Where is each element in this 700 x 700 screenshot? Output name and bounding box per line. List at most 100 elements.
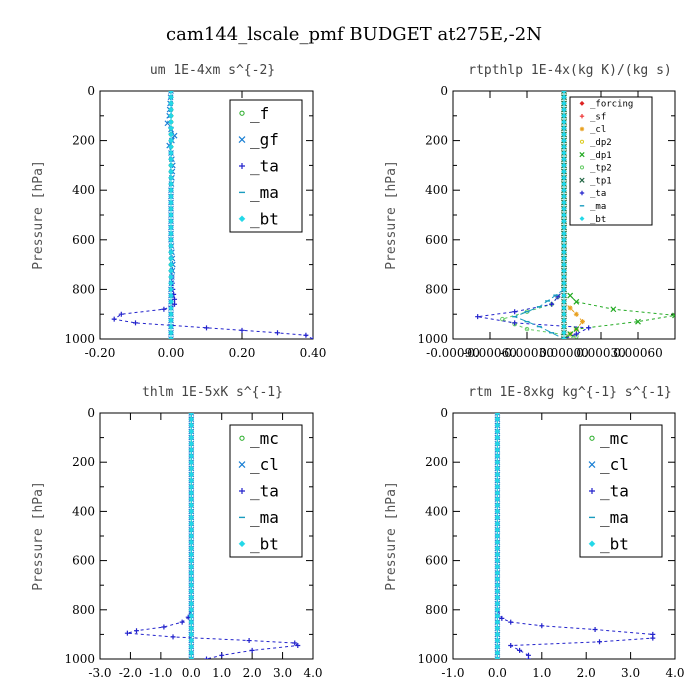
data-point xyxy=(494,508,501,515)
data-point xyxy=(494,447,501,453)
data-point xyxy=(168,119,174,125)
data-point xyxy=(292,640,298,646)
legend-label: _bt xyxy=(250,534,279,553)
data-point xyxy=(188,422,195,429)
legend-marker xyxy=(239,435,245,441)
data-point xyxy=(188,582,195,589)
data-point xyxy=(508,642,514,648)
data-point xyxy=(188,413,195,416)
y-tick-label: 800 xyxy=(72,603,95,617)
data-point xyxy=(168,162,174,169)
data-point xyxy=(549,301,555,307)
data-point xyxy=(188,557,195,564)
data-point xyxy=(168,292,174,299)
data-point xyxy=(494,514,501,521)
data-point xyxy=(188,576,195,582)
data-point xyxy=(246,638,252,644)
data-point xyxy=(168,174,174,181)
data-point xyxy=(573,326,580,333)
legend-marker xyxy=(579,216,585,222)
data-point xyxy=(188,465,195,472)
legend-label: _bt xyxy=(590,215,606,225)
data-point xyxy=(168,168,174,175)
data-point xyxy=(561,100,567,107)
data-point xyxy=(275,330,280,336)
data-point xyxy=(168,274,174,280)
data-point xyxy=(204,656,209,659)
panel-title: rtpthlp 1E-4x(kg K)/(kg s) xyxy=(468,63,672,78)
data-point xyxy=(494,539,501,546)
x-tick-label: 0.0 xyxy=(182,666,201,680)
data-point xyxy=(561,336,567,339)
data-point xyxy=(188,514,195,521)
x-tick-label: -0.00090 xyxy=(426,346,480,360)
legend-marker xyxy=(239,110,245,116)
data-point xyxy=(188,637,195,644)
data-point xyxy=(168,94,174,101)
panel-4: rtm 1E-8xkg kg^{-1} s^{-1} Pressure [hPa]… xyxy=(384,385,685,680)
legend-label: _bt xyxy=(600,534,629,553)
legend-label: _ma xyxy=(590,202,606,212)
legend-label: _mc xyxy=(600,429,629,448)
x-tick-label: 2.0 xyxy=(577,666,596,680)
data-point xyxy=(561,323,567,330)
data-point xyxy=(524,326,530,332)
data-point xyxy=(168,150,174,156)
y-tick-label: 400 xyxy=(425,183,448,197)
data-point xyxy=(561,143,567,150)
data-point xyxy=(561,317,567,324)
data-point xyxy=(561,249,567,256)
x-tick-label: -1.0 xyxy=(441,666,464,680)
data-point xyxy=(188,459,195,466)
data-point xyxy=(567,292,574,299)
data-point xyxy=(561,91,567,94)
data-point xyxy=(494,656,501,659)
y-tick-label: 0 xyxy=(87,406,95,420)
data-point xyxy=(592,626,598,632)
data-point xyxy=(494,428,501,435)
data-point xyxy=(573,311,579,317)
data-point xyxy=(188,631,195,638)
legend-marker xyxy=(579,165,585,170)
data-point xyxy=(561,311,567,318)
data-point xyxy=(508,619,514,625)
data-point xyxy=(561,236,567,243)
y-tick-label: 0 xyxy=(87,84,95,98)
data-point xyxy=(650,635,656,641)
data-point xyxy=(561,125,567,132)
data-point xyxy=(561,305,567,311)
data-point xyxy=(494,625,501,632)
data-point xyxy=(188,656,195,659)
data-point xyxy=(573,298,580,305)
data-point xyxy=(188,619,195,625)
data-point xyxy=(561,243,567,249)
data-point xyxy=(188,570,195,576)
legend: _forcing _sf _cl _dp2 _dp1 _tp2 _tp1 _ta _ma _bt xyxy=(569,96,653,226)
data-point xyxy=(168,298,174,305)
data-point xyxy=(494,477,501,484)
figure-title: cam144_lscale_pmf BUDGET at275E,-2N xyxy=(166,24,542,45)
legend-label: _ta xyxy=(250,482,279,501)
data-point xyxy=(303,332,309,338)
series-bt xyxy=(561,91,567,339)
data-point xyxy=(561,230,567,237)
legend-label: _cl xyxy=(600,455,629,474)
data-point xyxy=(561,286,567,293)
data-point xyxy=(188,526,195,533)
data-point xyxy=(561,106,567,113)
data-point xyxy=(494,422,501,429)
data-point xyxy=(539,623,545,629)
y-tick-label: 200 xyxy=(72,134,95,148)
data-point xyxy=(168,236,174,243)
data-point xyxy=(525,656,531,659)
legend-label: _sf xyxy=(590,112,606,122)
data-point xyxy=(561,112,567,119)
data-point xyxy=(134,628,140,634)
data-point xyxy=(494,606,501,613)
data-point xyxy=(517,647,523,653)
x-tick-label: -0.00060 xyxy=(463,346,517,360)
data-point xyxy=(672,312,675,319)
data-point xyxy=(494,570,501,576)
data-point xyxy=(475,314,481,320)
data-point xyxy=(170,634,176,640)
